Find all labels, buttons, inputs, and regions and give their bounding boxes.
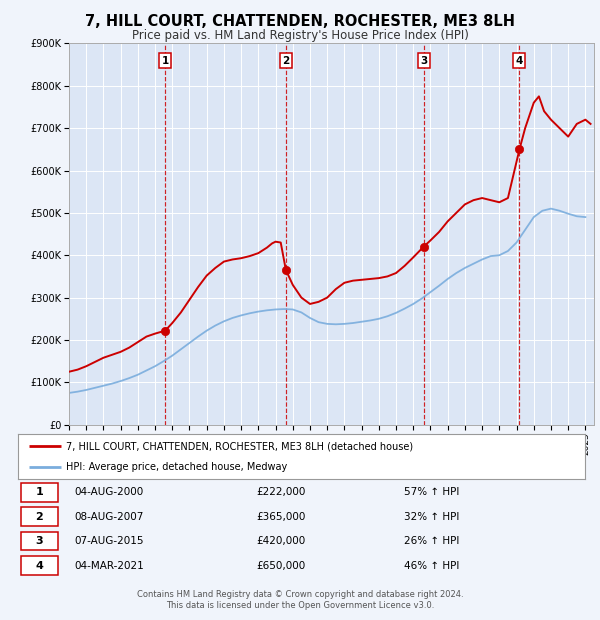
Text: 4: 4 <box>516 56 523 66</box>
Text: £420,000: £420,000 <box>256 536 305 546</box>
FancyBboxPatch shape <box>21 556 58 575</box>
Text: £365,000: £365,000 <box>256 512 305 521</box>
Text: Contains HM Land Registry data © Crown copyright and database right 2024.: Contains HM Land Registry data © Crown c… <box>137 590 463 600</box>
Text: 07-AUG-2015: 07-AUG-2015 <box>75 536 144 546</box>
Text: 04-AUG-2000: 04-AUG-2000 <box>75 487 144 497</box>
Text: 1: 1 <box>35 487 43 497</box>
Text: 57% ↑ HPI: 57% ↑ HPI <box>404 487 459 497</box>
Text: 04-MAR-2021: 04-MAR-2021 <box>75 560 145 570</box>
Text: 3: 3 <box>35 536 43 546</box>
Text: 4: 4 <box>35 560 43 570</box>
Text: 7, HILL COURT, CHATTENDEN, ROCHESTER, ME3 8LH: 7, HILL COURT, CHATTENDEN, ROCHESTER, ME… <box>85 14 515 29</box>
Text: 3: 3 <box>420 56 427 66</box>
FancyBboxPatch shape <box>21 507 58 526</box>
Text: 08-AUG-2007: 08-AUG-2007 <box>75 512 144 521</box>
Text: £650,000: £650,000 <box>256 560 305 570</box>
Text: 2: 2 <box>282 56 290 66</box>
Text: 1: 1 <box>161 56 169 66</box>
Text: 32% ↑ HPI: 32% ↑ HPI <box>404 512 459 521</box>
FancyBboxPatch shape <box>21 532 58 551</box>
Text: 46% ↑ HPI: 46% ↑ HPI <box>404 560 459 570</box>
Text: Price paid vs. HM Land Registry's House Price Index (HPI): Price paid vs. HM Land Registry's House … <box>131 29 469 42</box>
Text: This data is licensed under the Open Government Licence v3.0.: This data is licensed under the Open Gov… <box>166 601 434 611</box>
Text: 26% ↑ HPI: 26% ↑ HPI <box>404 536 459 546</box>
FancyBboxPatch shape <box>21 483 58 502</box>
Text: 7, HILL COURT, CHATTENDEN, ROCHESTER, ME3 8LH (detached house): 7, HILL COURT, CHATTENDEN, ROCHESTER, ME… <box>66 441 413 451</box>
Text: £222,000: £222,000 <box>256 487 305 497</box>
Text: HPI: Average price, detached house, Medway: HPI: Average price, detached house, Medw… <box>66 463 287 472</box>
Text: 2: 2 <box>35 512 43 521</box>
